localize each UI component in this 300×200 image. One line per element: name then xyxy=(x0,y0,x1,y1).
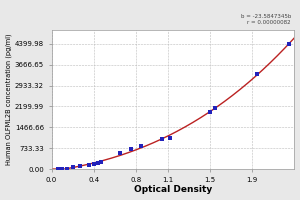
Point xyxy=(96,162,100,165)
Text: b = -23.5847345b
r = 0.00000082: b = -23.5847345b r = 0.00000082 xyxy=(241,14,291,25)
Point xyxy=(213,106,218,109)
Point xyxy=(160,138,165,141)
Point xyxy=(167,136,172,139)
Point xyxy=(287,42,292,45)
Point xyxy=(86,164,91,167)
Point xyxy=(78,165,82,168)
Point xyxy=(55,167,60,171)
Point xyxy=(60,167,64,171)
X-axis label: Optical Density: Optical Density xyxy=(134,185,212,194)
Point xyxy=(99,160,103,164)
Point xyxy=(128,148,133,151)
Y-axis label: Human OLFML2B concentration (pg/ml): Human OLFML2B concentration (pg/ml) xyxy=(6,33,12,165)
Point xyxy=(92,163,96,166)
Point xyxy=(208,111,212,114)
Point xyxy=(65,167,70,171)
Point xyxy=(70,166,75,169)
Point xyxy=(139,145,144,148)
Point xyxy=(255,72,260,75)
Point xyxy=(118,151,123,154)
